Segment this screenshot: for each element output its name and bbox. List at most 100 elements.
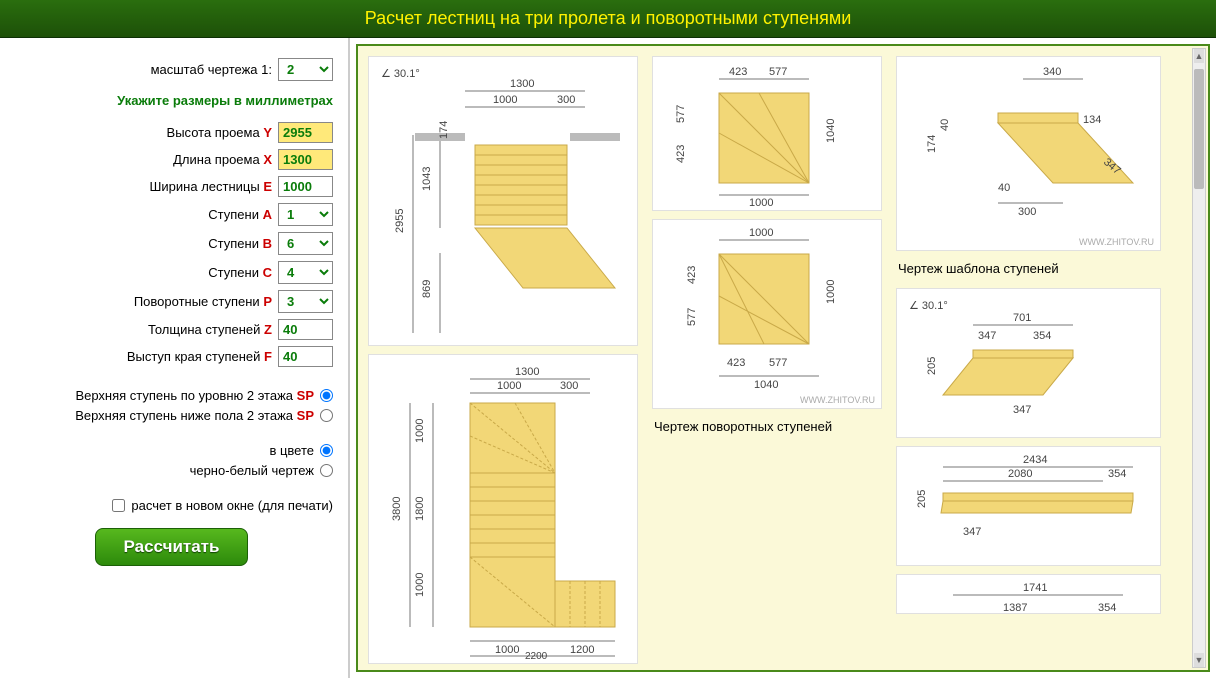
svg-text:2080: 2080 [1008, 468, 1032, 480]
drawing-turn-top: 423 577 577 423 1040 1000 [652, 56, 882, 211]
stepsC-label: Ступени C [208, 265, 272, 280]
caption-turn-steps: Чертеж поворотных ступеней [654, 419, 882, 434]
length-input[interactable] [278, 149, 333, 170]
scroll-thumb[interactable] [1194, 69, 1204, 189]
svg-text:1000: 1000 [493, 94, 517, 106]
svg-text:701: 701 [1013, 312, 1031, 324]
drawing-plan-view: 1300 1000 300 [368, 354, 638, 664]
drawing-template3: 2434 2080 354 205 347 [896, 446, 1161, 566]
drawing-template4: 1741 1387354 [896, 574, 1161, 614]
height-label: Высота проема Y [167, 125, 272, 140]
svg-text:1800: 1800 [414, 497, 426, 521]
drawing-template2: ∠ 30.1° 701 347 354 205 347 [896, 288, 1161, 438]
svg-text:300: 300 [557, 94, 575, 106]
svg-text:577: 577 [675, 105, 687, 123]
svg-text:2955: 2955 [394, 209, 406, 233]
svg-text:1040: 1040 [825, 119, 837, 143]
sp-radio2-label: Верхняя ступень ниже пола 2 этажа SP [75, 408, 314, 423]
vertical-scrollbar[interactable]: ▲ ▼ [1192, 48, 1206, 668]
svg-text:∠ 30.1°: ∠ 30.1° [909, 300, 948, 312]
svg-text:347: 347 [978, 330, 996, 342]
svg-text:354: 354 [1098, 602, 1116, 614]
svg-text:1300: 1300 [510, 78, 534, 90]
drawing-turn-bottom: 1000 423 577 1000 423577 1040 WWW [652, 219, 882, 409]
color-radio2-label: черно-белый чертеж [190, 463, 314, 478]
stepsA-select[interactable]: 1 [278, 203, 333, 226]
svg-text:340: 340 [1043, 66, 1061, 78]
svg-text:577: 577 [769, 357, 787, 369]
svg-text:174: 174 [438, 121, 450, 139]
length-label: Длина проема X [173, 152, 272, 167]
svg-text:3800: 3800 [391, 497, 403, 521]
sp-radio2[interactable] [320, 409, 333, 422]
stepsC-select[interactable]: 4 [278, 261, 333, 284]
svg-text:300: 300 [560, 380, 578, 392]
svg-text:1200: 1200 [570, 644, 594, 656]
width-input[interactable] [278, 176, 333, 197]
thick-label: Толщина ступеней Z [148, 322, 272, 337]
svg-text:1000: 1000 [749, 197, 773, 206]
thick-input[interactable] [278, 319, 333, 340]
svg-text:423: 423 [729, 66, 747, 78]
svg-text:354: 354 [1033, 330, 1051, 342]
width-label: Ширина лестницы E [150, 179, 273, 194]
drawing-side-view: ∠ 30.1° 1300 1000 300 [368, 56, 638, 346]
svg-text:40: 40 [939, 119, 951, 131]
svg-text:354: 354 [1108, 468, 1126, 480]
svg-text:205: 205 [916, 490, 928, 508]
newwindow-label: расчет в новом окне (для печати) [131, 498, 333, 513]
drawings-area: ∠ 30.1° 1300 1000 300 [356, 44, 1210, 672]
svg-text:2434: 2434 [1023, 454, 1047, 466]
svg-text:1000: 1000 [495, 644, 519, 656]
nose-label: Выступ края ступеней F [127, 349, 272, 364]
height-input[interactable] [278, 122, 333, 143]
svg-text:577: 577 [686, 308, 698, 326]
scale-label: масштаб чертежа 1: [151, 62, 272, 77]
watermark-text-2: WWW.ZHITOV.RU [1079, 237, 1154, 247]
svg-text:2200: 2200 [525, 651, 548, 659]
color-radio1[interactable] [320, 444, 333, 457]
svg-text:1000: 1000 [749, 227, 773, 239]
sp-radio1[interactable] [320, 389, 333, 402]
main-layout: масштаб чертежа 1: 2 Укажите размеры в м… [0, 38, 1216, 678]
angle-text: ∠ 30.1° [381, 68, 420, 80]
svg-text:347: 347 [1013, 404, 1031, 416]
svg-text:1000: 1000 [497, 380, 521, 392]
scroll-up-icon[interactable]: ▲ [1194, 49, 1204, 63]
scroll-down-icon[interactable]: ▼ [1194, 653, 1204, 667]
sidebar-form: масштаб чертежа 1: 2 Укажите размеры в м… [0, 38, 350, 678]
svg-text:1000: 1000 [825, 280, 837, 304]
drawing-template1: 340 40 174 134 347 40 300 WWW.ZHITOV.RU [896, 56, 1161, 251]
svg-text:1300: 1300 [515, 366, 539, 378]
svg-text:1741: 1741 [1023, 582, 1047, 594]
svg-text:347: 347 [963, 526, 981, 538]
svg-text:174: 174 [926, 135, 938, 153]
color-radio1-label: в цвете [269, 443, 314, 458]
caption-template: Чертеж шаблона ступеней [898, 261, 1161, 276]
svg-text:577: 577 [769, 66, 787, 78]
color-radio2[interactable] [320, 464, 333, 477]
scale-select[interactable]: 2 [278, 58, 333, 81]
svg-text:1000: 1000 [414, 573, 426, 597]
svg-text:423: 423 [686, 266, 698, 284]
svg-text:40: 40 [998, 182, 1010, 194]
nose-input[interactable] [278, 346, 333, 367]
turn-select[interactable]: 3 [278, 290, 333, 313]
svg-text:134: 134 [1083, 114, 1101, 126]
stepsB-select[interactable]: 6 [278, 232, 333, 255]
svg-text:423: 423 [675, 145, 687, 163]
page-header: Расчет лестниц на три пролета и поворотн… [0, 0, 1216, 38]
stepsA-label: Ступени A [208, 207, 272, 222]
help-text: Укажите размеры в миллиметрах [10, 93, 333, 108]
svg-text:1000: 1000 [414, 419, 426, 443]
svg-text:205: 205 [926, 357, 938, 375]
svg-text:300: 300 [1018, 206, 1036, 218]
watermark-text: WWW.ZHITOV.RU [800, 395, 875, 405]
newwindow-check[interactable] [112, 499, 125, 512]
svg-text:869: 869 [421, 280, 433, 298]
calculate-button[interactable]: Рассчитать [95, 528, 249, 566]
sp-radio1-label: Верхняя ступень по уровню 2 этажа SP [75, 388, 314, 403]
svg-text:423: 423 [727, 357, 745, 369]
stepsB-label: Ступени B [208, 236, 272, 251]
svg-text:1040: 1040 [754, 379, 778, 391]
